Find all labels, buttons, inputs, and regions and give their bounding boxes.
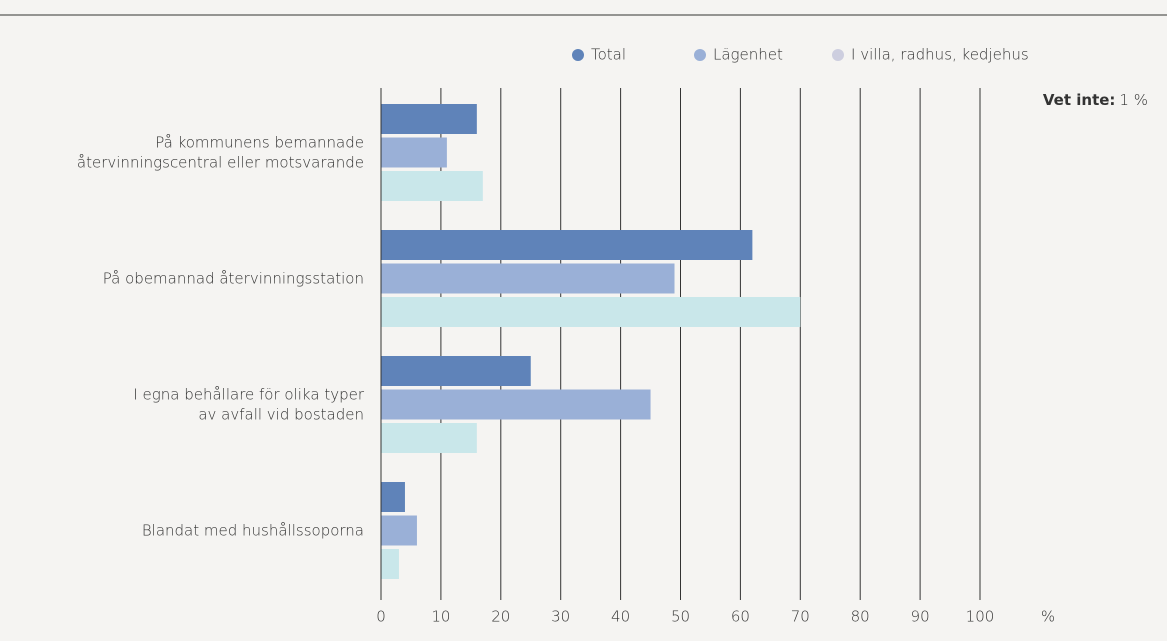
y-tick-label: På obemannad återvinningsstation [103,269,364,287]
bar [381,171,483,201]
x-tick-label: 70 [791,608,810,626]
legend-marker [694,49,706,61]
y-tick-label-line: På obemannad återvinningsstation [103,269,364,287]
bar [381,356,531,386]
y-tick-label-line: av avfall vid bostaden [198,405,364,423]
x-tick-label: 100 [966,608,995,626]
annotation: Vet inte: 1 % [1043,91,1148,109]
x-tick-label: 20 [491,608,510,626]
y-tick-label: På kommunens bemannade återvinningscentra… [77,133,364,171]
x-tick-label: 10 [431,608,450,626]
bar [381,515,417,546]
y-tick-label: I egna behållare för olika typer av avfal… [133,385,364,423]
x-tick-label: 40 [611,608,630,626]
legend-label: I villa, radhus, kedjehus [851,46,1029,64]
annotation-text: 1 % [1119,91,1148,109]
bar [381,389,651,420]
bar [381,230,753,260]
legend-marker [572,49,584,61]
legend-label: Lägenhet [713,46,783,64]
annotation-label: Vet inte: [1043,91,1116,109]
x-tick-label: 0 [376,608,386,626]
x-axis-label: % [1041,608,1055,626]
x-tick-label: 80 [851,608,870,626]
bar [381,263,675,294]
legend-label: Total [591,46,626,64]
bar [381,137,447,168]
legend-marker [832,49,844,61]
y-tick-label-line: I egna behållare för olika typer [133,385,364,403]
x-tick-label: 50 [671,608,690,626]
y-tick-label-line: På kommunens bemannade [155,133,364,151]
bar [381,549,399,579]
bar [381,482,405,512]
bar [381,423,477,453]
bar [381,297,801,327]
x-tick-label: 30 [551,608,570,626]
x-tick-label: 90 [911,608,930,626]
y-tick-label: Blandat med hushållssoporna [142,521,364,539]
x-tick-label: 60 [731,608,750,626]
y-tick-label-line: Blandat med hushållssoporna [142,521,364,539]
y-tick-label-line: återvinningscentral eller motsvarande [77,153,364,171]
bar [381,104,477,134]
